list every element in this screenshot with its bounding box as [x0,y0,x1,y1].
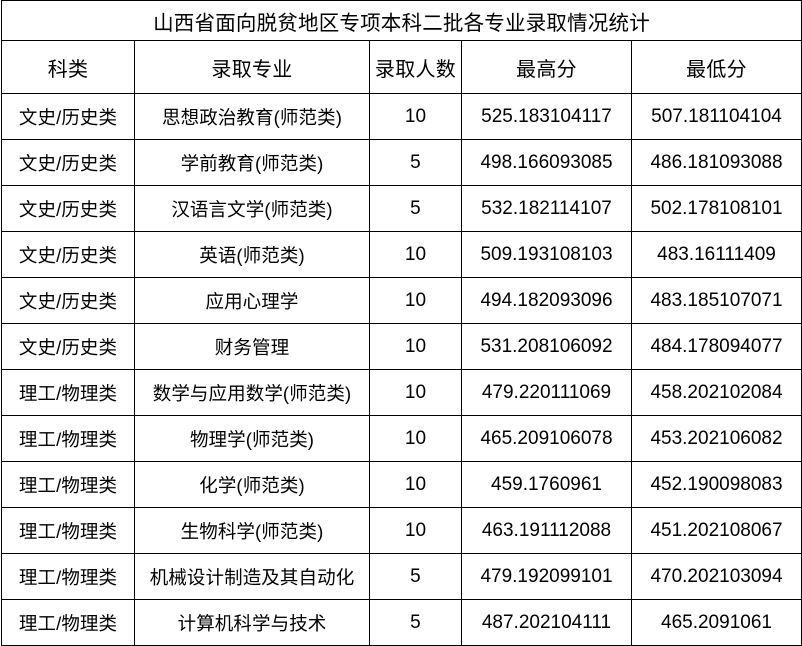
cell-major: 思想政治教育(师范类) [134,93,370,140]
cell-category: 文史/历史类 [1,231,135,278]
column-header-count: 录取人数 [369,40,462,94]
cell-lowest: 483.16111409 [631,231,802,278]
table-row: 理工/物理类 化学(师范类) 10 459.1760961 452.190098083 [1,461,802,508]
cell-major: 汉语言文学(师范类) [134,185,370,232]
cell-major: 英语(师范类) [134,231,370,278]
cell-lowest: 470.202103094 [631,553,802,600]
cell-highest: 498.166093085 [461,139,632,186]
cell-category: 理工/物理类 [1,461,135,508]
cell-count: 5 [369,139,462,186]
cell-category: 文史/历史类 [1,93,135,140]
cell-category: 理工/物理类 [1,415,135,462]
cell-highest: 525.183104117 [461,93,632,140]
cell-lowest: 483.185107071 [631,277,802,324]
cell-major: 生物科学(师范类) [134,507,370,554]
column-header-major: 录取专业 [134,40,370,94]
cell-category: 文史/历史类 [1,139,135,186]
table-row: 文史/历史类 思想政治教育(师范类) 10 525.183104117 507.1811… [1,93,802,140]
column-header-row: 科类 录取专业 录取人数 最高分 最低分 [1,40,802,94]
cell-lowest: 458.202102084 [631,369,802,416]
cell-count: 5 [369,599,462,646]
cell-lowest: 486.181093088 [631,139,802,186]
table-row: 理工/物理类 机械设计制造及其自动化 5 479.192099101 470.20210… [1,553,802,600]
cell-count: 5 [369,553,462,600]
cell-count: 10 [369,369,462,416]
cell-count: 10 [369,507,462,554]
cell-lowest: 465.2091061 [631,599,802,646]
cell-highest: 531.208106092 [461,323,632,370]
column-header-category: 科类 [1,40,135,94]
table-row: 理工/物理类 生物科学(师范类) 10 463.191112088 451.202108… [1,507,802,554]
cell-lowest: 452.190098083 [631,461,802,508]
cell-category: 文史/历史类 [1,185,135,232]
cell-highest: 479.220111069 [461,369,632,416]
cell-major: 化学(师范类) [134,461,370,508]
cell-category: 文史/历史类 [1,277,135,324]
cell-lowest: 502.178108101 [631,185,802,232]
cell-lowest: 507.181104104 [631,93,802,140]
cell-major: 物理学(师范类) [134,415,370,462]
cell-lowest: 451.202108067 [631,507,802,554]
table-row: 文史/历史类 财务管理 10 531.208106092 484.178094077 [1,323,802,370]
cell-count: 10 [369,461,462,508]
cell-highest: 479.192099101 [461,553,632,600]
table-row: 理工/物理类 物理学(师范类) 10 465.209106078 453.2021060… [1,415,802,462]
table-row: 文史/历史类 汉语言文学(师范类) 5 532.182114107 502.178108… [1,185,802,232]
cell-lowest: 484.178094077 [631,323,802,370]
cell-major: 计算机科学与技术 [134,599,370,646]
cell-highest: 459.1760961 [461,461,632,508]
cell-count: 10 [369,231,462,278]
cell-category: 文史/历史类 [1,323,135,370]
cell-lowest: 453.202106082 [631,415,802,462]
title-row: 山西省面向脱贫地区专项本科二批各专业录取情况统计 [1,0,802,41]
cell-count: 10 [369,323,462,370]
cell-category: 理工/物理类 [1,553,135,600]
cell-major: 财务管理 [134,323,370,370]
table-row: 理工/物理类 计算机科学与技术 5 487.202104111 465.2091061 [1,599,802,646]
cell-highest: 532.182114107 [461,185,632,232]
table-header: 山西省面向脱贫地区专项本科二批各专业录取情况统计 科类 录取专业 录取人数 最高分 最低… [1,0,802,94]
table-body: 文史/历史类 思想政治教育(师范类) 10 525.183104117 507.1811… [1,93,802,646]
table-row: 理工/物理类 数学与应用数学(师范类) 10 479.220111069 458.202… [1,369,802,416]
cell-highest: 509.193108103 [461,231,632,278]
cell-highest: 494.182093096 [461,277,632,324]
cell-major: 机械设计制造及其自动化 [134,553,370,600]
page-title: 山西省面向脱贫地区专项本科二批各专业录取情况统计 [1,0,802,41]
column-header-lowest: 最低分 [631,40,802,94]
cell-highest: 487.202104111 [461,599,632,646]
cell-major: 学前教育(师范类) [134,139,370,186]
cell-category: 理工/物理类 [1,507,135,554]
table-row: 文史/历史类 应用心理学 10 494.182093096 483.185107071 [1,277,802,324]
cell-count: 10 [369,277,462,324]
cell-category: 理工/物理类 [1,599,135,646]
column-header-highest: 最高分 [461,40,632,94]
cell-highest: 463.191112088 [461,507,632,554]
cell-count: 10 [369,93,462,140]
cell-major: 数学与应用数学(师范类) [134,369,370,416]
cell-highest: 465.209106078 [461,415,632,462]
cell-major: 应用心理学 [134,277,370,324]
cell-category: 理工/物理类 [1,369,135,416]
table-row: 文史/历史类 英语(师范类) 10 509.193108103 483.16111409 [1,231,802,278]
cell-count: 10 [369,415,462,462]
cell-count: 5 [369,185,462,232]
table-row: 文史/历史类 学前教育(师范类) 5 498.166093085 486.1810930… [1,139,802,186]
